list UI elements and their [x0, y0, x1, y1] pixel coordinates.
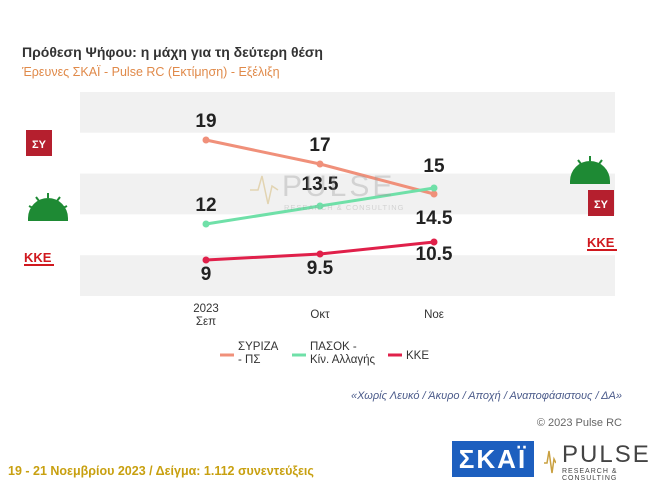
survey-footer: 19 - 21 Νοεμβρίου 2023 / Δείγμα: 1.112 σ…	[8, 464, 314, 478]
skai-logo: ΣΚΑΪ	[452, 441, 534, 477]
chart-title: Πρόθεση Ψήφου: η μάχη για τη δεύτερη θέσ…	[22, 44, 323, 60]
value-label: 19	[195, 111, 216, 132]
value-label: 9.5	[307, 258, 334, 279]
data-point	[202, 136, 210, 144]
value-label: 12	[195, 195, 216, 216]
data-point	[430, 238, 438, 246]
x-tick-labels: 2023 Σεπ Οκτ Νοε	[193, 303, 444, 328]
legend-label: ΣΥΡΙΖΑ - ΠΣ	[238, 341, 279, 366]
legend-label: ΠΑΣΟΚ -Κίν. Αλλαγής	[310, 341, 376, 366]
data-point	[202, 220, 210, 228]
syriza-logo-right: ΣΥ	[588, 190, 614, 216]
copyright: © 2023 Pulse RC	[536, 417, 622, 429]
pasok-logo-right	[570, 156, 610, 184]
pulse-logo-subtext: RESEARCH & CONSULTING	[562, 468, 618, 482]
data-point	[316, 250, 324, 258]
syriza-logo-left: ΣΥ	[26, 130, 52, 156]
value-label: 17	[309, 135, 330, 156]
legend-item-2: ΚΚΕ	[388, 350, 429, 362]
plot-bands	[80, 92, 615, 296]
legend-item-1: ΠΑΣΟΚ -Κίν. Αλλαγής	[292, 341, 376, 366]
x-tick-label: Νοε	[424, 309, 444, 321]
grid-band	[80, 92, 615, 133]
kke-logo-right: ΚΚΕ	[587, 235, 617, 251]
data-point	[430, 190, 438, 198]
pulse-logo-text: PULSE	[562, 441, 650, 468]
data-point	[316, 160, 324, 168]
pulse-heartbeat-icon	[544, 450, 556, 474]
kke-badge-text-right: ΚΚΕ	[587, 235, 615, 250]
legend-label: ΚΚΕ	[406, 350, 429, 362]
pulse-logo: PULSE RESEARCH & CONSULTING	[544, 441, 649, 482]
grid-band	[80, 173, 615, 215]
exclusion-note: «Χωρίς Λευκό / Άκυρο / Αποχή / Αναποφάσι…	[351, 390, 622, 402]
watermark-subtext: RESEARCH & CONSULTING	[284, 203, 404, 212]
watermark-text: PULSE	[282, 170, 395, 203]
value-label: 14.5	[416, 208, 453, 229]
grid-band	[80, 255, 615, 296]
chart-subtitle: Έρευνες ΣΚΑΪ - Pulse RC (Εκτίμηση) - Εξέ…	[22, 65, 280, 79]
value-label: 9	[201, 264, 212, 285]
value-labels: 19 17 14.5 12 13.5 15 9 9.5 10.5	[195, 111, 452, 285]
legend-item-0: ΣΥΡΙΖΑ - ΠΣ	[220, 341, 279, 366]
x-tick-label: 2023 Σεπ	[193, 303, 219, 328]
pulse-watermark: PULSE RESEARCH & CONSULTING	[250, 170, 404, 212]
data-point	[430, 184, 438, 192]
value-label: 15	[423, 156, 445, 177]
pasok-logo-left	[28, 193, 68, 221]
line-chart: 19 17 14.5 12 13.5 15 9 9.5 10.5 2023 Σεπ Οκτ Νοε Σ…	[24, 92, 617, 366]
value-label: 13.5	[302, 174, 339, 195]
x-tick-label: Οκτ	[310, 309, 330, 321]
grid-band	[80, 214, 615, 256]
series-points	[202, 136, 438, 264]
kke-badge-text: ΚΚΕ	[24, 250, 52, 265]
value-label: 10.5	[416, 244, 453, 265]
syriza-badge-text: ΣΥ	[32, 139, 47, 151]
data-point	[202, 256, 210, 264]
syriza-badge-text-right: ΣΥ	[594, 199, 609, 211]
kke-logo-left: ΚΚΕ	[24, 250, 54, 266]
data-point	[316, 202, 324, 210]
grid-band	[80, 132, 615, 174]
legend: ΣΥΡΙΖΑ - ΠΣ ΠΑΣΟΚ -Κίν. Αλλαγής ΚΚΕ	[220, 341, 429, 366]
